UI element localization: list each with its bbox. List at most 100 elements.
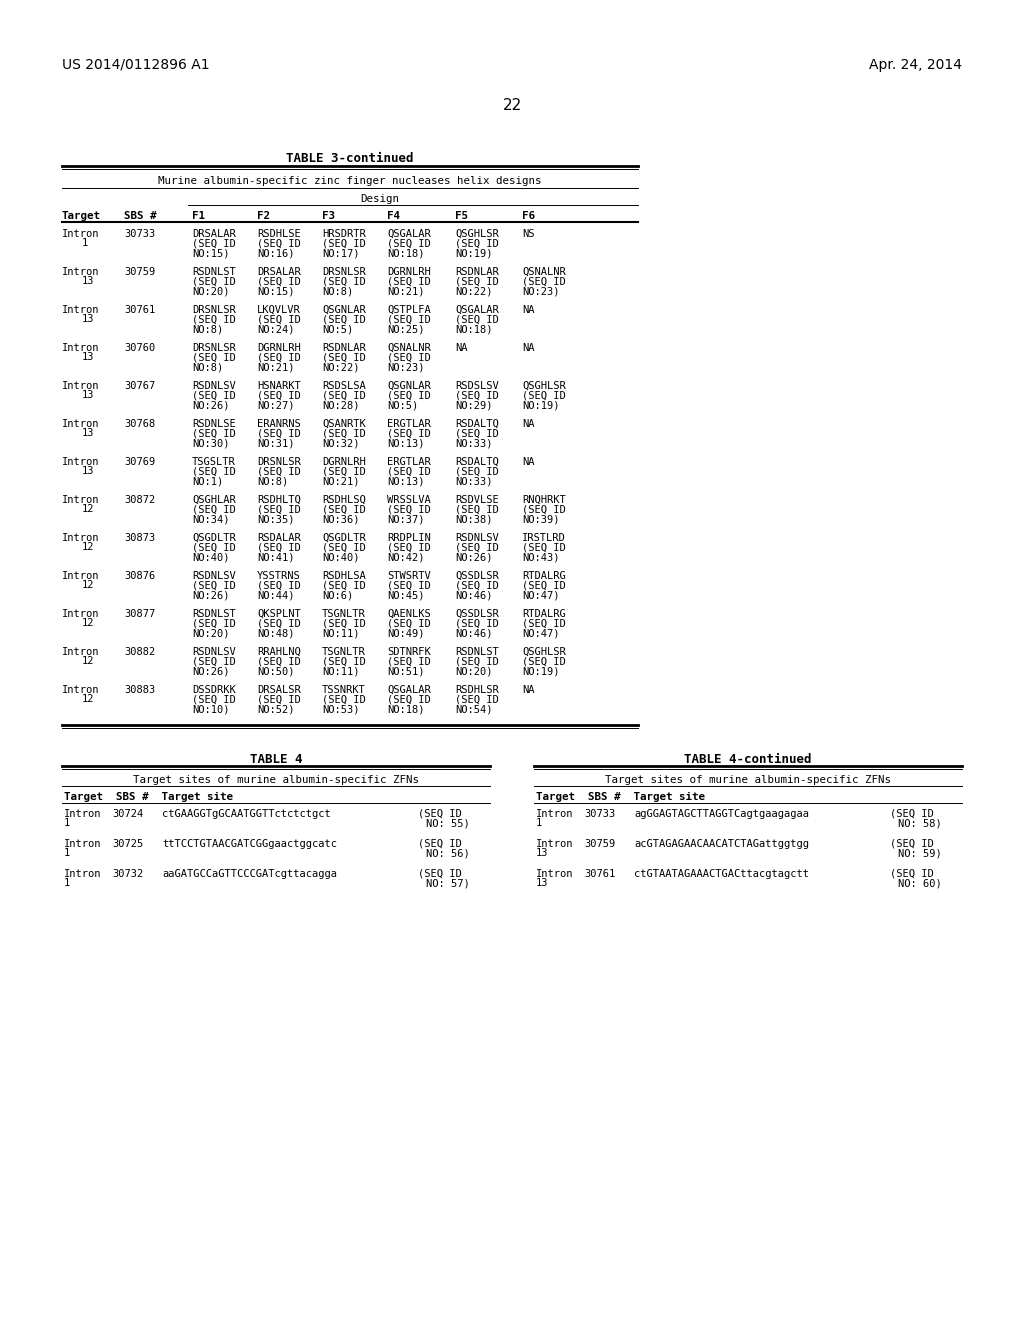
Text: NO:46): NO:46) xyxy=(455,590,493,601)
Text: (SEQ ID: (SEQ ID xyxy=(257,276,301,286)
Text: (SEQ ID: (SEQ ID xyxy=(257,694,301,705)
Text: (SEQ ID: (SEQ ID xyxy=(455,429,499,438)
Text: NO:25): NO:25) xyxy=(387,323,425,334)
Text: NO:29): NO:29) xyxy=(455,400,493,411)
Text: 30768: 30768 xyxy=(124,418,156,429)
Text: (SEQ ID: (SEQ ID xyxy=(455,504,499,515)
Text: (SEQ ID: (SEQ ID xyxy=(193,504,236,515)
Text: Apr. 24, 2014: Apr. 24, 2014 xyxy=(869,58,962,73)
Text: NO:31): NO:31) xyxy=(257,438,295,447)
Text: (SEQ ID: (SEQ ID xyxy=(322,391,366,400)
Text: (SEQ ID: (SEQ ID xyxy=(387,619,431,628)
Text: WRSSLVA: WRSSLVA xyxy=(387,495,431,506)
Text: 13: 13 xyxy=(82,314,94,325)
Text: (SEQ ID: (SEQ ID xyxy=(455,466,499,477)
Text: NA: NA xyxy=(522,418,535,429)
Text: (SEQ ID: (SEQ ID xyxy=(322,694,366,705)
Text: Intron: Intron xyxy=(62,533,99,543)
Text: 12: 12 xyxy=(82,504,94,515)
Text: 30759: 30759 xyxy=(124,267,156,277)
Text: Intron: Intron xyxy=(63,840,101,849)
Text: 13: 13 xyxy=(536,879,549,888)
Text: RTDALRG: RTDALRG xyxy=(522,609,565,619)
Text: (SEQ ID: (SEQ ID xyxy=(322,314,366,325)
Text: F4: F4 xyxy=(387,211,400,220)
Text: QSSDLSR: QSSDLSR xyxy=(455,609,499,619)
Text: QSGALAR: QSGALAR xyxy=(387,685,431,696)
Text: NA: NA xyxy=(522,343,535,352)
Text: 1: 1 xyxy=(536,818,543,829)
Text: Intron: Intron xyxy=(536,840,573,849)
Text: (SEQ ID: (SEQ ID xyxy=(322,466,366,477)
Text: RSDNLSE: RSDNLSE xyxy=(193,418,236,429)
Text: (SEQ ID: (SEQ ID xyxy=(418,840,462,849)
Text: NO:19): NO:19) xyxy=(522,400,559,411)
Text: NO:46): NO:46) xyxy=(455,628,493,638)
Text: (SEQ ID: (SEQ ID xyxy=(322,656,366,667)
Text: (SEQ ID: (SEQ ID xyxy=(193,429,236,438)
Text: NO:28): NO:28) xyxy=(322,400,359,411)
Text: STWSRTV: STWSRTV xyxy=(387,572,431,581)
Text: NO:47): NO:47) xyxy=(522,628,559,638)
Text: 30724: 30724 xyxy=(112,809,143,818)
Text: QSGHLSR: QSGHLSR xyxy=(522,647,565,657)
Text: NO:41): NO:41) xyxy=(257,552,295,562)
Text: (SEQ ID: (SEQ ID xyxy=(193,391,236,400)
Text: RSDVLSE: RSDVLSE xyxy=(455,495,499,506)
Text: Intron: Intron xyxy=(536,869,573,879)
Text: (SEQ ID: (SEQ ID xyxy=(522,504,565,515)
Text: 30725: 30725 xyxy=(112,840,143,849)
Text: NO:53): NO:53) xyxy=(322,704,359,714)
Text: (SEQ ID: (SEQ ID xyxy=(387,391,431,400)
Text: 30732: 30732 xyxy=(112,869,143,879)
Text: F3: F3 xyxy=(322,211,335,220)
Text: NO:22): NO:22) xyxy=(455,286,493,296)
Text: NO:21): NO:21) xyxy=(322,477,359,486)
Text: NO:26): NO:26) xyxy=(193,400,229,411)
Text: NA: NA xyxy=(522,457,535,467)
Text: DSSDRKK: DSSDRKK xyxy=(193,685,236,696)
Text: (SEQ ID: (SEQ ID xyxy=(257,581,301,590)
Text: 30760: 30760 xyxy=(124,343,156,352)
Text: (SEQ ID: (SEQ ID xyxy=(387,694,431,705)
Text: QSGHLSR: QSGHLSR xyxy=(455,228,499,239)
Text: NO:19): NO:19) xyxy=(455,248,493,257)
Text: NO:26): NO:26) xyxy=(193,667,229,676)
Text: NO: 59): NO: 59) xyxy=(898,849,942,858)
Text: NO:40): NO:40) xyxy=(322,552,359,562)
Text: IRSTLRD: IRSTLRD xyxy=(522,533,565,543)
Text: agGGAGTAGCTTAGGTCagtgaagagaa: agGGAGTAGCTTAGGTCagtgaagagaa xyxy=(634,809,809,818)
Text: DRSALAR: DRSALAR xyxy=(193,228,236,239)
Text: QSGHLSR: QSGHLSR xyxy=(522,381,565,391)
Text: NO: 56): NO: 56) xyxy=(426,849,470,858)
Text: DGRNLRH: DGRNLRH xyxy=(257,343,301,352)
Text: RSDHLSR: RSDHLSR xyxy=(455,685,499,696)
Text: 30882: 30882 xyxy=(124,647,156,657)
Text: 30761: 30761 xyxy=(584,869,615,879)
Text: (SEQ ID: (SEQ ID xyxy=(455,314,499,325)
Text: NO:45): NO:45) xyxy=(387,590,425,601)
Text: 13: 13 xyxy=(82,429,94,438)
Text: NO:21): NO:21) xyxy=(387,286,425,296)
Text: (SEQ ID: (SEQ ID xyxy=(890,809,934,818)
Text: RSDHLSQ: RSDHLSQ xyxy=(322,495,366,506)
Text: TSGNLTR: TSGNLTR xyxy=(322,647,366,657)
Text: NO:32): NO:32) xyxy=(322,438,359,447)
Text: NO: 55): NO: 55) xyxy=(426,818,470,829)
Text: RSDNLAR: RSDNLAR xyxy=(455,267,499,277)
Text: Target  SBS #  Target site: Target SBS # Target site xyxy=(536,792,705,803)
Text: NO:54): NO:54) xyxy=(455,704,493,714)
Text: ctGAAGGTgGCAATGGTTctctctgct: ctGAAGGTgGCAATGGTTctctctgct xyxy=(162,809,331,818)
Text: Intron: Intron xyxy=(63,809,101,818)
Text: RSDNLST: RSDNLST xyxy=(193,267,236,277)
Text: DRSALAR: DRSALAR xyxy=(257,267,301,277)
Text: (SEQ ID: (SEQ ID xyxy=(455,619,499,628)
Text: NO:10): NO:10) xyxy=(193,704,229,714)
Text: NO:6): NO:6) xyxy=(322,590,353,601)
Text: 30883: 30883 xyxy=(124,685,156,696)
Text: RSDNLSV: RSDNLSV xyxy=(193,381,236,391)
Text: 12: 12 xyxy=(82,619,94,628)
Text: RSDNLSV: RSDNLSV xyxy=(455,533,499,543)
Text: (SEQ ID: (SEQ ID xyxy=(257,352,301,363)
Text: (SEQ ID: (SEQ ID xyxy=(387,656,431,667)
